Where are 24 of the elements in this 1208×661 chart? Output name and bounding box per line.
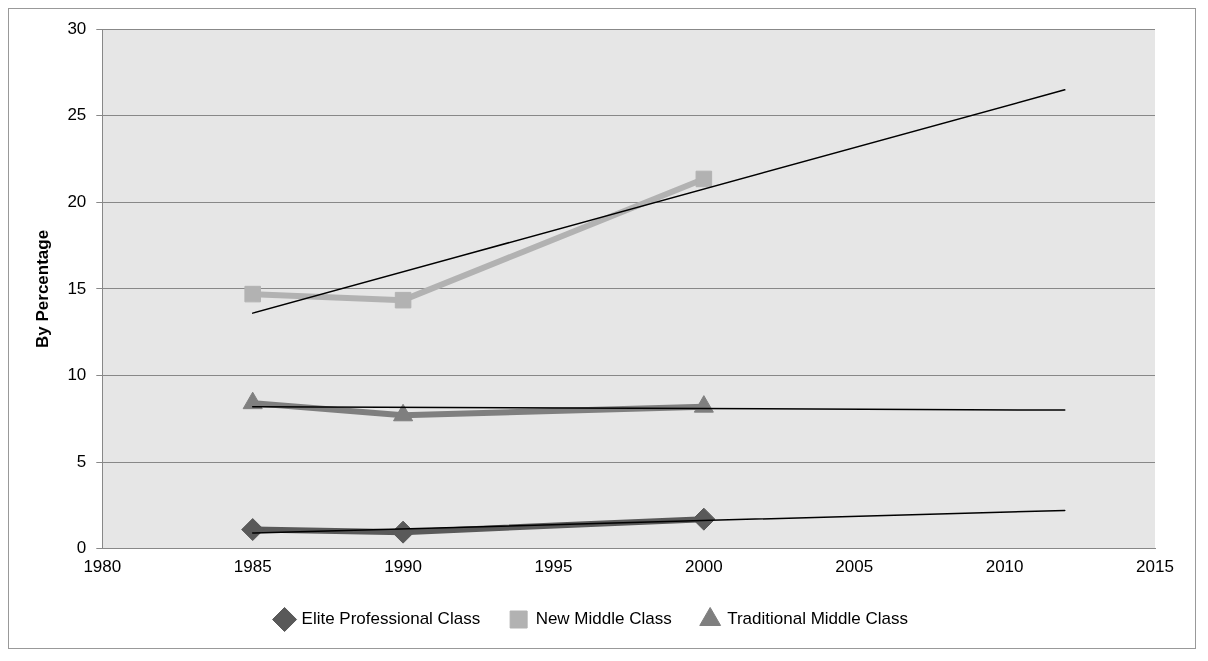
x-tick-label: 1990 bbox=[384, 557, 422, 577]
legend-label: New Middle Class bbox=[535, 609, 672, 629]
point bbox=[695, 170, 713, 188]
x-tick-label: 2000 bbox=[684, 557, 723, 577]
y-axis-title: By Percentage bbox=[32, 229, 52, 348]
x-tick-label: 2010 bbox=[985, 557, 1024, 577]
point bbox=[692, 507, 716, 531]
point bbox=[241, 518, 265, 542]
y-tick-label: 25 bbox=[67, 105, 87, 125]
legend-label: Elite Professional Class bbox=[301, 609, 481, 629]
point bbox=[244, 285, 261, 303]
legend-label: Traditional Middle Class bbox=[727, 609, 908, 629]
y-tick-label: 5 bbox=[76, 451, 87, 471]
y-tick-label: 0 bbox=[76, 538, 87, 558]
y-tick-label: 30 bbox=[67, 18, 87, 38]
y-tick-label: 20 bbox=[67, 192, 87, 212]
point bbox=[394, 291, 412, 309]
x-tick-label: 1985 bbox=[233, 557, 272, 577]
x-tick-label: 1980 bbox=[83, 557, 122, 577]
x-tick-label: 2015 bbox=[1136, 557, 1174, 577]
x-tick-label: 2005 bbox=[835, 557, 874, 577]
y-tick-label: 10 bbox=[67, 365, 87, 385]
x-tick-label: 1995 bbox=[534, 557, 573, 577]
y-tick-label: 15 bbox=[67, 278, 87, 298]
